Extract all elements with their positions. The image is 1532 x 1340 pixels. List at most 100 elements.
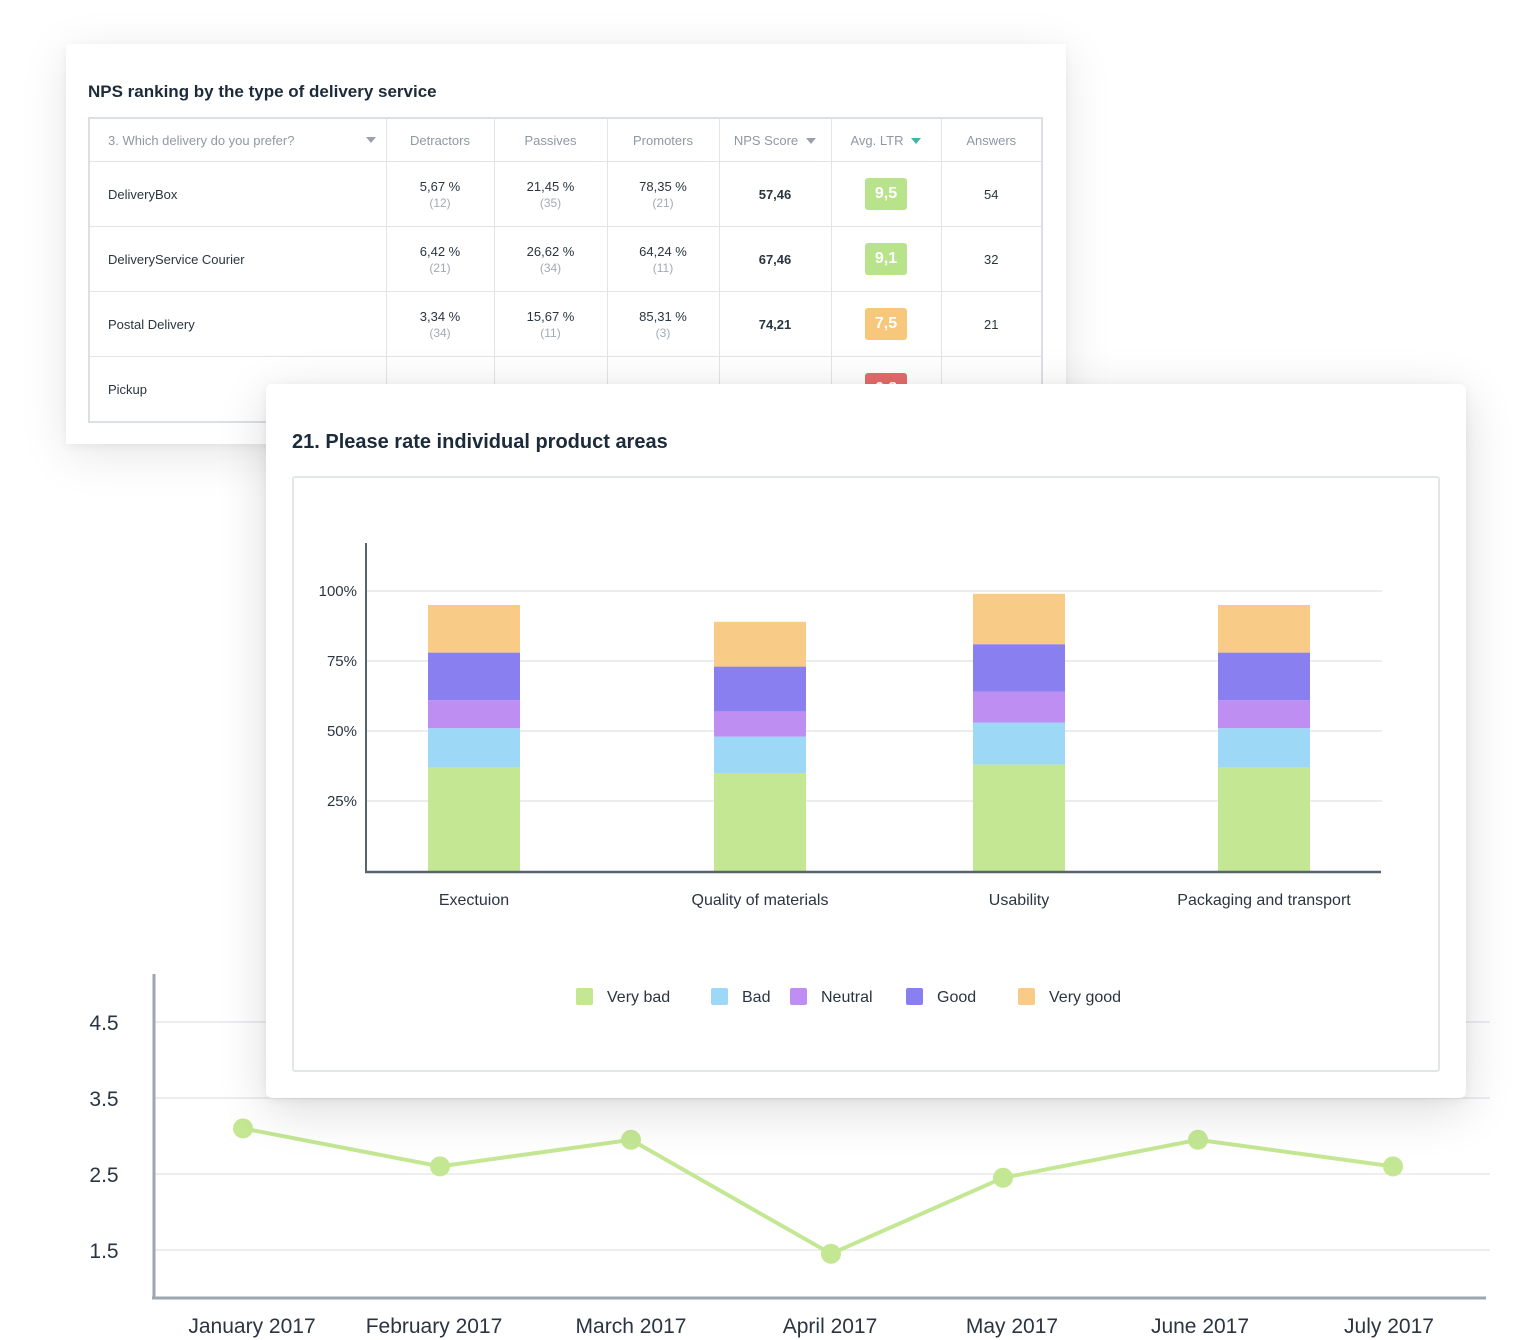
x-tick-label: March 2017	[576, 1315, 687, 1338]
answers-value: 54	[984, 186, 999, 202]
line-points	[233, 1118, 1403, 1264]
x-tick-label: January 2017	[188, 1315, 315, 1338]
line-chart-axes	[152, 974, 1486, 1300]
x-tick-label: May 2017	[966, 1315, 1058, 1338]
line-point	[821, 1243, 841, 1264]
avg-ltr-cell: 9,5	[830, 161, 942, 227]
legend-swatch	[1018, 988, 1035, 1005]
col-detractors: Detractors	[385, 117, 495, 162]
bar-segment-very-bad	[1218, 767, 1310, 871]
line-series	[242, 1126, 1394, 1256]
detractors-count: (34)	[429, 325, 451, 340]
question-select[interactable]: 3. Which delivery do you prefer?	[88, 117, 387, 162]
table-row: DeliveryBox 5,67 % (12) 21,45 % (35) 78,35 %(…	[88, 161, 1043, 227]
bar-segment-bad	[714, 736, 806, 773]
y-tick-label: 75%	[327, 653, 357, 670]
table-row: DeliveryService Courier 6,42 % (21) 26,62 %…	[88, 226, 1043, 292]
promoters-cell: 85,31 % (3)	[606, 291, 720, 357]
nps-header-row: 3. Which delivery do you prefer? Detract…	[88, 117, 1043, 162]
table-row: Postal Delivery 3,34 % (34) 15,67 % (11) 85,3…	[88, 291, 1043, 357]
avg-ltr-cell: 7,5	[830, 291, 942, 357]
row-label: Postal Delivery	[88, 291, 387, 357]
legend-item: Bad	[711, 988, 770, 1006]
promoters-count: (21)	[652, 195, 674, 210]
promoters-cell: 64,24 % (11)	[606, 226, 720, 292]
bar-chart-y-ticks: 100% 75% 50% 25%	[319, 583, 357, 810]
promoters-count: (3)	[655, 325, 671, 340]
promoters-percent: 64,24 %	[639, 243, 687, 259]
answers-cell: 32	[940, 226, 1043, 292]
row-label-text: Postal Delivery	[108, 316, 195, 332]
sort-down-icon	[806, 138, 817, 145]
legend-item: Very good	[1018, 988, 1121, 1006]
bar-chart-legend: Very bad Bad Neutral Good Very good	[576, 988, 1121, 1006]
line-point	[430, 1156, 450, 1177]
y-tick-label: 1.5	[89, 1240, 118, 1263]
line-point	[993, 1167, 1013, 1188]
bar-segment-bad	[428, 728, 520, 768]
bar-segment-good	[714, 666, 806, 712]
detractors-percent: 5,67 %	[419, 178, 461, 194]
bar-segment-very-bad	[428, 767, 520, 871]
ltr-badge: 9,1	[865, 243, 907, 275]
row-label: DeliveryService Courier	[88, 226, 387, 292]
bar-segment-very-good	[1218, 605, 1310, 653]
row-label-text: DeliveryBox	[108, 186, 178, 202]
x-tick-label: June 2017	[1151, 1315, 1249, 1338]
promoters-percent: 78,35 %	[639, 178, 687, 194]
passives-percent: 21,45 %	[526, 178, 575, 194]
col-avg-ltr-sort[interactable]: Avg. LTR	[830, 117, 942, 162]
y-tick-label: 4.5	[89, 1012, 118, 1035]
y-tick-label: 25%	[327, 793, 357, 810]
legend-label: Good	[937, 989, 976, 1006]
bar-segment-bad	[973, 722, 1065, 765]
nps-score-value: 74,21	[758, 316, 792, 332]
nps-title: NPS ranking by the type of delivery serv…	[88, 82, 437, 101]
bar-segment-very-bad	[973, 764, 1065, 871]
bar-chart-x-ticks: Exectuion Quality of materials Usability Pa…	[439, 892, 1351, 909]
row-label-text: Pickup	[108, 381, 148, 397]
x-tick-label: Exectuion	[439, 892, 509, 909]
line-point	[1188, 1129, 1208, 1150]
bar-segment-very-bad	[714, 773, 806, 871]
legend-swatch	[906, 988, 923, 1005]
line-point	[233, 1118, 253, 1139]
col-passives: Passives	[493, 117, 608, 162]
promoters-percent: 85,31 %	[639, 308, 687, 324]
x-tick-label: February 2017	[366, 1315, 503, 1338]
bar-segment-very-good	[714, 621, 806, 667]
y-tick-label: 2.5	[89, 1164, 118, 1187]
passives-percent: 15,67 %	[526, 308, 575, 324]
legend-item: Good	[906, 988, 976, 1006]
bar-segment-neutral	[973, 691, 1065, 723]
col-answers: Answers	[940, 117, 1043, 162]
nps-score-cell: 74,21	[718, 291, 832, 357]
detractors-cell: 5,67 % (12)	[385, 161, 495, 227]
avg-ltr-cell: 9,1	[830, 226, 942, 292]
question-select-label: 3. Which delivery do you prefer?	[108, 132, 295, 148]
passives-count: (11)	[540, 325, 561, 340]
sort-down-icon	[911, 138, 922, 145]
detractors-percent: 3,34 %	[419, 308, 461, 324]
bar-chart-grid	[366, 590, 1382, 802]
row-label-text: DeliveryService Courier	[108, 251, 245, 267]
nps-score-value: 67,46	[758, 251, 792, 267]
bar-chart-frame: 100% 75% 50% 25% Exectuion Quality of materi…	[292, 476, 1440, 1072]
bar-segment-neutral	[428, 700, 520, 729]
answers-cell: 54	[940, 161, 1043, 227]
line-point	[621, 1129, 641, 1150]
bar-chart-card: 21. Please rate individual product areas…	[266, 384, 1466, 1098]
chevron-down-icon	[365, 137, 376, 143]
passives-cell: 26,62 % (34)	[493, 226, 608, 292]
bar-segment-very-good	[973, 593, 1065, 645]
row-label: DeliveryBox	[88, 161, 387, 227]
x-tick-label: Quality of materials	[692, 892, 829, 909]
col-nps-score-sort[interactable]: NPS Score	[718, 117, 832, 162]
nps-table: 3. Which delivery do you prefer? Detract…	[88, 117, 1043, 423]
passives-cell: 21,45 % (35)	[493, 161, 608, 227]
line-chart-y-ticks: 4.5 3.5 2.5 1.5	[89, 1012, 118, 1263]
bar-segment-very-good	[428, 605, 520, 653]
x-tick-label: Usability	[989, 892, 1049, 909]
bar-segment-good	[1218, 652, 1310, 701]
